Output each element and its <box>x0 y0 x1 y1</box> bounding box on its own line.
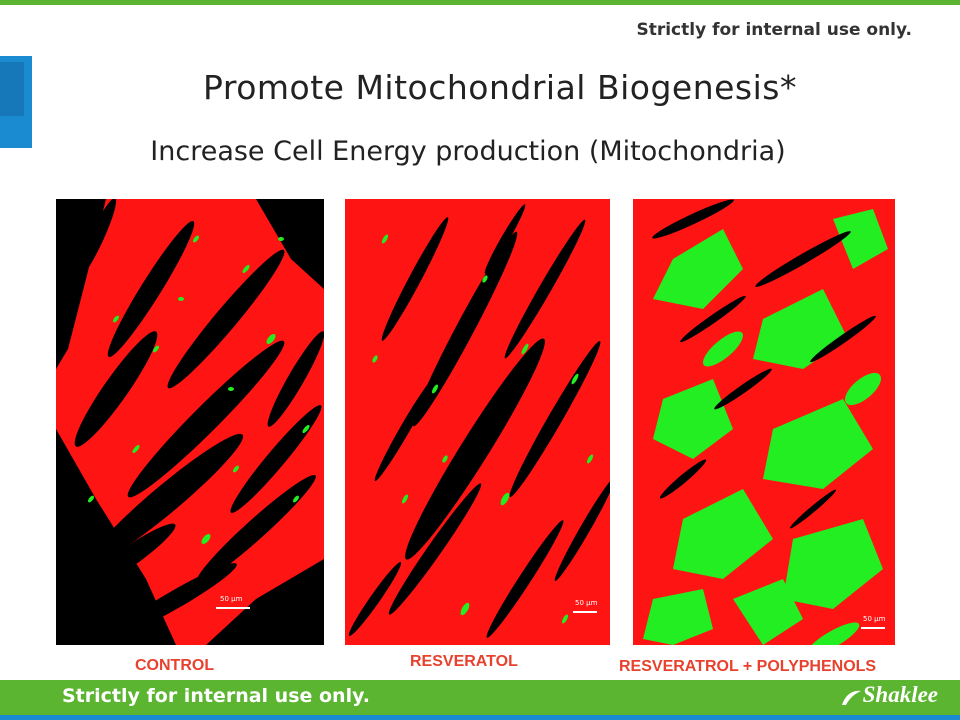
scale-bar <box>861 627 885 629</box>
caption-control: CONTROL <box>135 657 215 674</box>
footer-blue-strip <box>0 715 960 720</box>
caption-resveratol: RESVERATOL <box>410 653 518 670</box>
accent-tab <box>0 56 32 148</box>
shaklee-leaf-icon <box>842 690 861 705</box>
micrograph-control: 50 µm <box>56 199 324 645</box>
scale-label: 50 µm <box>220 595 243 603</box>
micrograph-resveratrol-polyphenols: 50 µm <box>633 199 895 645</box>
caption-resveratrol-polyphenols: RESVERATROL + POLYPHENOLS <box>619 658 877 675</box>
footer-bar: Strictly for internal use only. Shaklee <box>0 680 960 715</box>
top-green-bar <box>0 0 960 5</box>
scale-bar <box>573 611 597 613</box>
header-confidential-notice: Strictly for internal use only. <box>636 20 912 40</box>
micrograph-resveratol: 50 µm <box>345 199 610 645</box>
slide-subtitle: Increase Cell Energy production (Mitocho… <box>150 136 786 167</box>
scale-label: 50 µm <box>575 599 598 607</box>
shaklee-logo: Shaklee <box>862 682 938 707</box>
slide-title: Promote Mitochondrial Biogenesis* <box>203 68 797 107</box>
scale-label: 50 µm <box>863 615 886 623</box>
footer-confidential-notice: Strictly for internal use only. <box>62 685 370 707</box>
scale-bar <box>216 607 250 609</box>
